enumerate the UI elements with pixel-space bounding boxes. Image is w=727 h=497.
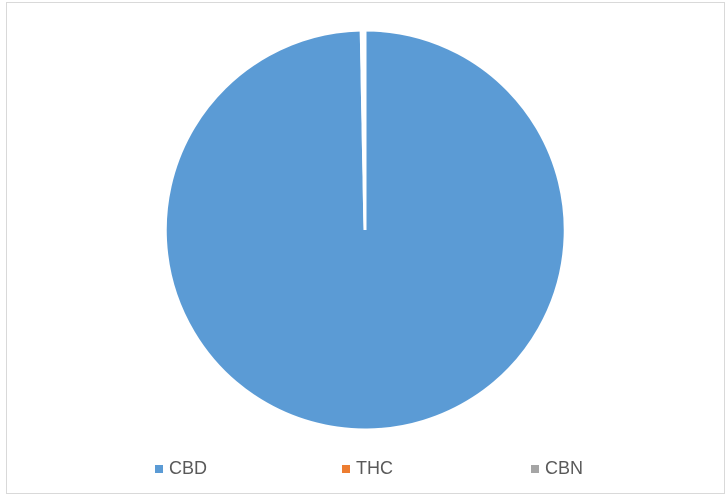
legend-item-cbd: CBD: [155, 458, 207, 479]
pie-slice-cbn: [362, 28, 367, 231]
legend: CBD THC CBN: [7, 458, 724, 482]
legend-swatch-thc: [342, 464, 350, 473]
pie-chart: [163, 28, 567, 432]
legend-swatch-cbn: [531, 464, 539, 473]
legend-label-thc: THC: [356, 458, 393, 478]
chart-area: CBD THC CBN: [6, 2, 725, 494]
legend-item-cbn: CBN: [531, 458, 583, 479]
legend-label-cbd: CBD: [169, 458, 208, 478]
legend-label-cbn: CBN: [545, 458, 584, 478]
legend-item-thc: THC: [342, 458, 393, 479]
legend-swatch-cbd: [155, 464, 163, 473]
